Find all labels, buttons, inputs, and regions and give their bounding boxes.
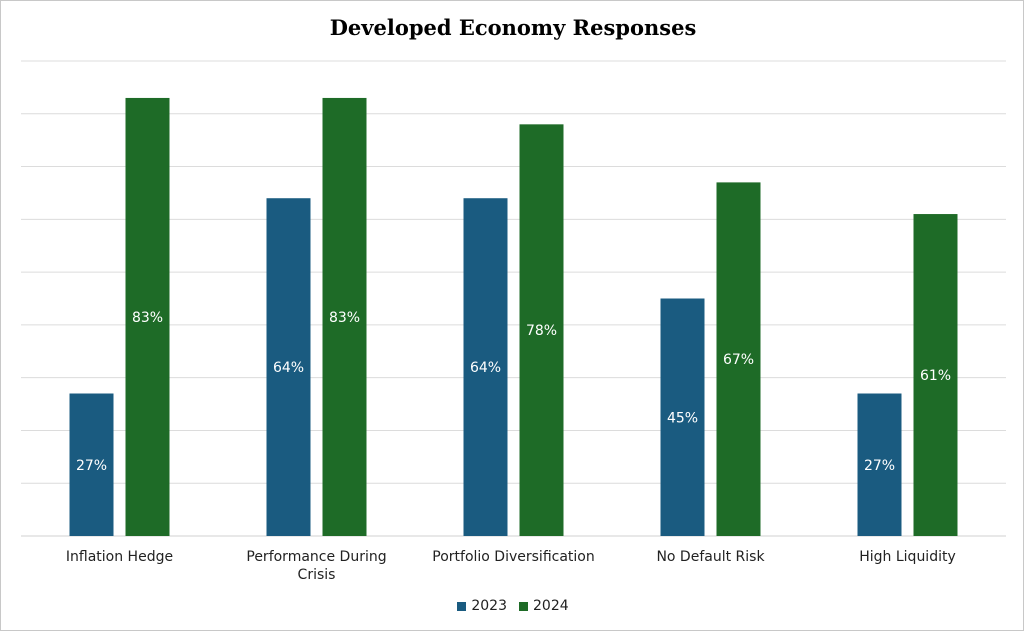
legend-label: 2024 <box>533 598 569 614</box>
data-label-2023-0: 27% <box>76 458 107 474</box>
bar-2024-4 <box>913 214 958 537</box>
bar-2023-1 <box>266 198 311 536</box>
bar-2024-1 <box>322 97 367 536</box>
data-label-2024-3: 67% <box>723 352 754 368</box>
x-axis-ticks: Inflation Hedge Performance During Crisis P… <box>66 549 956 583</box>
bar-2023-4 <box>857 393 902 536</box>
data-label-2024-0: 83% <box>132 310 163 326</box>
data-label-2024-4: 61% <box>920 368 951 384</box>
x-tick-label: High Liquidity <box>859 549 956 565</box>
x-tick-label: Inflation Hedge <box>66 549 173 565</box>
bar-2023-2 <box>463 198 508 536</box>
legend-swatch <box>457 601 467 611</box>
bar-2023-0 <box>69 393 114 536</box>
legend-item-2024: 2024 <box>519 598 569 614</box>
bar-2023-3 <box>660 298 705 536</box>
chart-title: Developed Economy Responses <box>329 15 697 40</box>
x-tick-label: No Default Risk <box>656 549 765 565</box>
legend-label: 2023 <box>471 598 507 614</box>
legend: 2023 2024 <box>1 598 1024 614</box>
data-label-2023-1: 64% <box>273 360 304 376</box>
data-label-2023-2: 64% <box>470 360 501 376</box>
legend-item-2023: 2023 <box>457 598 507 614</box>
gridlines <box>21 60 1006 537</box>
bar-2024-0 <box>125 97 170 536</box>
bar-2024-2 <box>519 124 564 536</box>
x-tick-label: Portfolio Diversification <box>432 549 594 565</box>
data-label-2023-3: 45% <box>667 410 698 426</box>
x-tick-label: Crisis <box>298 567 336 583</box>
legend-swatch <box>519 601 528 611</box>
data-label-2023-4: 27% <box>864 458 895 474</box>
bar-2024-3 <box>716 182 761 536</box>
bars <box>69 97 958 537</box>
x-tick-label: Performance During <box>246 549 386 565</box>
data-label-2024-2: 78% <box>526 323 557 339</box>
data-label-2024-1: 83% <box>329 310 360 326</box>
data-labels: 27% 83% 64% 83% 64% 78% 45% 67% 27% 61% <box>76 310 951 474</box>
